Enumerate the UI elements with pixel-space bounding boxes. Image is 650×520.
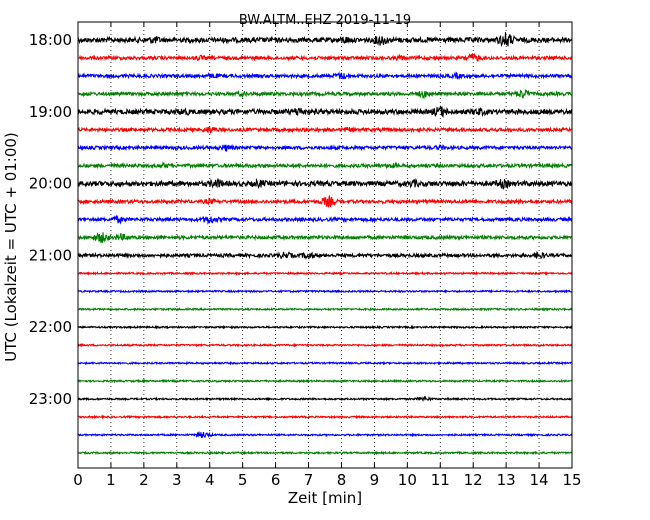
y-tick-label: 20:00 [29, 175, 72, 193]
x-axis-ticks: 0 1 2 3 4 5 6 7 8 9 10 11 12 13 14 15 [73, 22, 582, 489]
x-tick-label: 4 [205, 471, 215, 489]
seismogram-trace [77, 306, 573, 312]
x-tick-label: 9 [370, 471, 380, 489]
seismogram-trace [77, 378, 573, 384]
seismogram-trace [77, 450, 573, 456]
x-tick-label: 3 [172, 471, 182, 489]
seismogram-trace [77, 324, 573, 330]
x-tick-label: 15 [562, 471, 581, 489]
x-tick-label: 5 [238, 471, 248, 489]
y-tick-label: 18:00 [29, 31, 72, 49]
grid-lines [110, 22, 540, 468]
seismogram-trace [77, 414, 573, 420]
x-tick-label: 12 [464, 471, 483, 489]
x-tick-label: 14 [530, 471, 549, 489]
seismogram-trace [77, 360, 573, 366]
seismogram-trace [77, 70, 573, 81]
seismogram-trace [77, 88, 573, 100]
seismogram-trace [77, 143, 573, 152]
seismogram-trace [77, 270, 573, 276]
seismogram-trace [77, 177, 573, 190]
x-tick-label: 2 [139, 471, 149, 489]
x-tick-label: 6 [271, 471, 281, 489]
x-tick-label: 10 [398, 471, 417, 489]
x-tick-label: 13 [497, 471, 516, 489]
y-tick-label: 19:00 [29, 103, 72, 121]
x-axis-label: Zeit [min] [288, 489, 362, 507]
x-tick-label: 0 [73, 471, 83, 489]
seismogram-trace [77, 214, 573, 225]
seismogram-traces [77, 32, 573, 456]
x-tick-label: 1 [106, 471, 116, 489]
seismogram-trace [77, 430, 573, 439]
y-tick-label: 23:00 [29, 390, 72, 408]
seismogram-trace [77, 161, 573, 170]
seismogram-trace [77, 32, 573, 47]
seismogram-trace [77, 342, 573, 348]
y-axis-label: UTC (Lokalzeit = UTC + 01:00) [2, 132, 20, 362]
y-axis-ticks: 18:00 19:00 20:00 21:00 22:00 23:00 [29, 31, 572, 408]
seismogram-trace [77, 288, 573, 294]
seismogram-trace [77, 194, 573, 208]
chart-title: BW.ALTM..EHZ 2019-11-19 [239, 13, 411, 28]
y-tick-label: 21:00 [29, 246, 72, 264]
seismogram-trace [77, 53, 573, 62]
plot-frame [77, 21, 573, 469]
x-tick-label: 8 [337, 471, 347, 489]
x-tick-label: 7 [304, 471, 314, 489]
seismogram-trace [77, 105, 573, 118]
seismogram-trace [77, 125, 573, 134]
x-tick-label: 11 [431, 471, 450, 489]
y-tick-label: 22:00 [29, 318, 72, 336]
seismogram-trace [77, 232, 573, 244]
seismogram-trace [77, 395, 573, 402]
seismogram-trace [77, 250, 573, 260]
